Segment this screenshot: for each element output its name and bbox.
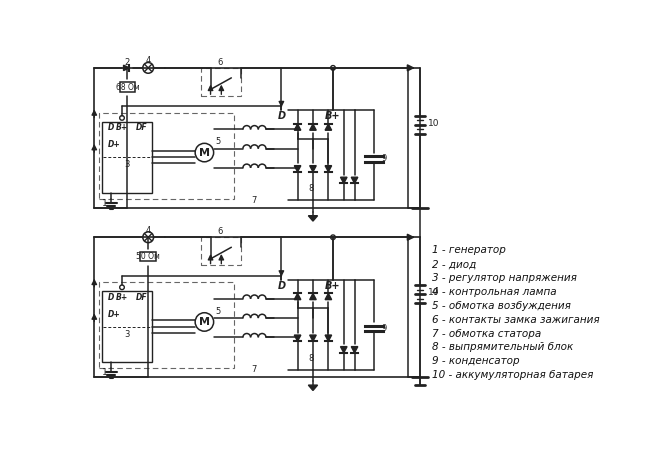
- Text: 3: 3: [124, 160, 129, 169]
- Bar: [102, 122, 152, 193]
- Polygon shape: [340, 177, 347, 183]
- Polygon shape: [352, 346, 358, 353]
- Text: 9 - конденсатор: 9 - конденсатор: [432, 356, 519, 366]
- Text: D: D: [277, 111, 285, 122]
- Polygon shape: [325, 166, 331, 172]
- Text: M: M: [199, 148, 210, 157]
- Polygon shape: [325, 335, 331, 341]
- Text: B+: B+: [325, 281, 341, 291]
- Polygon shape: [294, 124, 301, 130]
- Text: 7 - обмотка статора: 7 - обмотка статора: [432, 328, 541, 338]
- Circle shape: [195, 313, 213, 331]
- Text: 8: 8: [308, 354, 313, 363]
- Text: D: D: [277, 281, 285, 291]
- Text: 6 - контакты замка зажигания: 6 - контакты замка зажигания: [432, 315, 599, 324]
- Text: 1: 1: [102, 199, 108, 208]
- Polygon shape: [309, 124, 316, 130]
- Circle shape: [331, 66, 336, 70]
- Text: 4: 4: [145, 56, 151, 65]
- Text: 3 - регулятор напряжения: 3 - регулятор напряжения: [432, 273, 576, 283]
- Text: 6: 6: [218, 227, 223, 236]
- Text: 9: 9: [382, 324, 388, 333]
- Circle shape: [143, 232, 153, 243]
- Polygon shape: [308, 385, 317, 391]
- Polygon shape: [325, 124, 331, 130]
- Text: 10: 10: [428, 288, 440, 297]
- Text: 5 - обмотка возбуждения: 5 - обмотка возбуждения: [432, 301, 570, 311]
- Text: 1 - генератор: 1 - генератор: [432, 245, 506, 255]
- Polygon shape: [309, 166, 316, 172]
- Text: 7: 7: [251, 196, 257, 205]
- Text: M: M: [199, 317, 210, 327]
- Text: 9: 9: [382, 154, 388, 163]
- Polygon shape: [294, 293, 301, 300]
- Text: 3: 3: [124, 330, 129, 339]
- Polygon shape: [294, 166, 301, 172]
- Text: 6: 6: [218, 58, 223, 67]
- Polygon shape: [352, 177, 358, 183]
- Polygon shape: [123, 65, 129, 71]
- Text: 10 - аккумуляторная батарея: 10 - аккумуляторная батарея: [432, 370, 593, 380]
- Bar: [99, 112, 233, 199]
- Text: 4: 4: [145, 226, 151, 235]
- Text: 7: 7: [251, 365, 257, 374]
- Bar: [99, 282, 233, 368]
- Polygon shape: [309, 335, 316, 341]
- Circle shape: [119, 285, 124, 290]
- Text: 50 Ом: 50 Ом: [136, 252, 160, 261]
- Circle shape: [195, 143, 213, 162]
- Text: D+: D+: [107, 310, 120, 319]
- Text: 4 - контрольная лампа: 4 - контрольная лампа: [432, 287, 556, 297]
- Text: 5: 5: [215, 137, 221, 146]
- Text: 5: 5: [215, 307, 221, 316]
- Text: DF: DF: [135, 123, 147, 132]
- Text: D+: D+: [107, 140, 120, 149]
- Bar: [141, 252, 156, 261]
- Polygon shape: [294, 335, 301, 341]
- Polygon shape: [340, 346, 347, 353]
- Text: 2: 2: [125, 58, 130, 67]
- Polygon shape: [308, 216, 317, 221]
- Polygon shape: [325, 293, 331, 300]
- Circle shape: [143, 63, 153, 73]
- Text: 8: 8: [308, 184, 313, 193]
- Text: 10: 10: [428, 119, 440, 128]
- Text: B+: B+: [325, 111, 341, 122]
- Text: D: D: [107, 123, 114, 132]
- Bar: [201, 237, 241, 265]
- Bar: [119, 82, 135, 92]
- Text: 68 Ом: 68 Ом: [115, 83, 139, 92]
- Text: DF: DF: [135, 293, 147, 302]
- Text: 2 - диод: 2 - диод: [432, 259, 476, 269]
- Bar: [201, 68, 241, 95]
- Text: B+: B+: [116, 293, 128, 302]
- Text: 1: 1: [102, 368, 108, 377]
- Bar: [102, 291, 152, 362]
- Text: D: D: [107, 293, 114, 302]
- Text: B+: B+: [116, 123, 128, 132]
- Polygon shape: [309, 293, 316, 300]
- Circle shape: [331, 235, 336, 239]
- Text: 8 - выпрямительный блок: 8 - выпрямительный блок: [432, 342, 573, 352]
- Circle shape: [119, 116, 124, 120]
